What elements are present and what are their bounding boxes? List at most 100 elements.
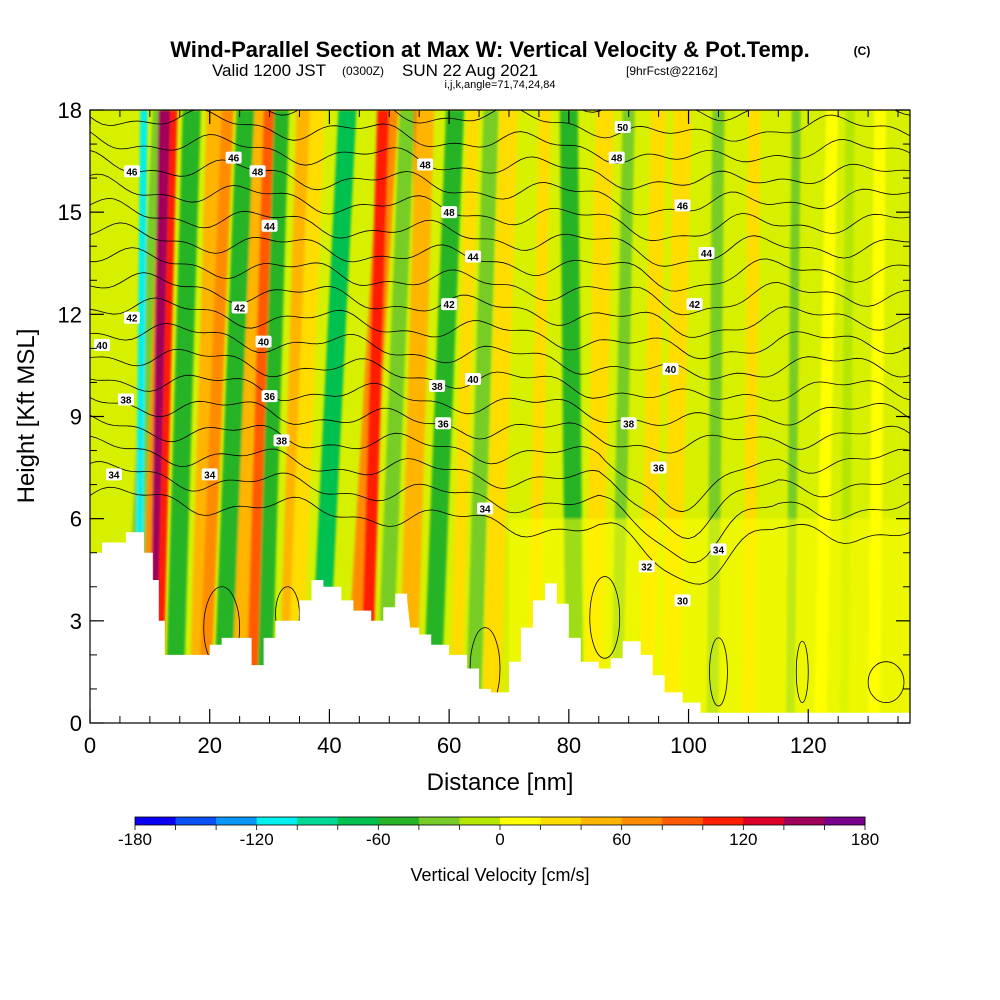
colorbar-label: Vertical Velocity [cm/s]: [410, 865, 589, 885]
contour-label: 42: [441, 298, 458, 311]
velocity-band: [398, 110, 435, 723]
contour-label-text: 36: [438, 419, 450, 430]
colorbar-tick-label: -120: [240, 830, 274, 849]
contour-label-text: 40: [258, 338, 270, 349]
contour-label-text: 32: [641, 562, 653, 573]
contour-label-box: [477, 502, 494, 515]
colorbar-swatch: [621, 817, 663, 825]
x-tick-label: 60: [437, 733, 461, 758]
contour-label: 40: [662, 362, 679, 376]
x-tick-label: 100: [670, 733, 707, 758]
y-tick-label: 9: [70, 405, 82, 430]
contour-label: 36: [650, 461, 667, 475]
x-axis: 0 20 40 60 80 100 120: [84, 110, 899, 758]
contour-label-text: 40: [468, 375, 480, 386]
contour-label-box: [261, 219, 278, 232]
colorbar-swatch: [540, 817, 582, 825]
y-tick-label: 18: [58, 98, 82, 123]
colorbar-swatch: [459, 817, 501, 825]
contour-label: 50: [614, 121, 631, 134]
colorbar-swatch: [216, 817, 258, 825]
contour-label-box: [249, 165, 266, 178]
velocity-band: [164, 110, 201, 723]
contour-label: 42: [686, 298, 703, 311]
contour-label: 40: [255, 335, 272, 349]
velocity-band: [308, 110, 357, 723]
colorbar-swatch: [662, 817, 704, 825]
closed-contour: [795, 640, 809, 703]
velocity-band: [449, 110, 480, 723]
isentrope-line: [90, 272, 910, 338]
contour-label-text: 42: [234, 304, 246, 315]
contour-label: 36: [261, 390, 278, 403]
contour-label-box: [698, 247, 715, 260]
contour-label-box: [686, 298, 703, 311]
contour-label-text: 44: [468, 252, 480, 263]
contour-label-text: 42: [444, 300, 456, 311]
contour-label-box: [662, 362, 679, 375]
contour-label-text: 42: [126, 314, 138, 325]
velocity-band: [359, 110, 390, 723]
x-axis-label: Distance [nm]: [427, 769, 574, 796]
contour-label-text: 40: [96, 341, 108, 352]
closed-contour: [589, 576, 621, 659]
isentrope-line: [90, 323, 910, 380]
contour-label: 30: [674, 594, 691, 607]
isentrope-line: [90, 110, 910, 165]
contour-labels: 46 46 48 44 48 48 50 48 46 44 44 42 42 42 42 40 40 40 40 38…: [93, 121, 727, 607]
contour-label-text: 46: [126, 167, 138, 178]
contour-label-box: [710, 543, 727, 556]
contour-label-text: 38: [623, 419, 635, 430]
contour-label: 46: [123, 165, 140, 178]
contour-label-text: 36: [653, 464, 665, 475]
contour-label: 44: [698, 247, 715, 260]
chart-title: Wind-Parallel Section at Max W: Vertical…: [170, 37, 810, 62]
contour-label-box: [417, 158, 434, 171]
contour-label-text: 34: [204, 470, 216, 481]
valid-time: Valid 1200 JST: [212, 61, 326, 80]
colorbar-swatch: [378, 817, 420, 825]
contour-label-text: 38: [432, 382, 444, 393]
colorbar-tick-label: 60: [612, 830, 631, 849]
y-tick-label: 0: [70, 711, 82, 736]
colorbar-tick-label: 0: [495, 830, 504, 849]
contour-label-box: [123, 165, 140, 178]
valid-date: SUN 22 Aug 2021: [402, 61, 538, 80]
velocity-band: [197, 110, 234, 723]
contour-label-box: [674, 594, 691, 607]
closed-contour: [709, 637, 728, 707]
contour-label-box: [614, 121, 631, 134]
isentrope-line: [90, 222, 910, 292]
contour-label-text: 34: [108, 470, 120, 481]
contour-label-box: [674, 199, 691, 212]
contour-label-box: [650, 461, 667, 474]
y-tick-label: 15: [58, 200, 82, 225]
contour-label: 44: [465, 250, 482, 263]
colorbar-swatch: [337, 817, 379, 825]
contour-label-text: 44: [264, 222, 276, 233]
x-tick-label: 20: [197, 733, 221, 758]
closed-contour: [867, 661, 905, 703]
contour-label: 48: [417, 158, 434, 171]
colorbar: [134, 816, 866, 830]
colorbar-swatch: [135, 817, 177, 825]
contour-label-box: [638, 560, 655, 573]
contour-label-text: 34: [713, 545, 725, 556]
grid-indices: i,j,k,angle=71,74,24,84: [444, 79, 555, 91]
pot-temp-contours: [90, 110, 910, 710]
contour-label: 40: [465, 373, 482, 386]
velocity-band: [375, 110, 415, 723]
contour-label: 34: [477, 502, 494, 515]
contour-label-text: 48: [611, 154, 623, 165]
contour-label-box: [261, 390, 278, 403]
contour-label: 38: [117, 393, 134, 406]
isentrope-line: [266, 110, 910, 142]
colorbar-swatch: [702, 817, 744, 825]
contour-label-box: [201, 468, 218, 481]
contour-label-box: [231, 301, 248, 314]
contour-label: 42: [231, 301, 248, 315]
contour-label-box: [435, 417, 452, 430]
contour-label-text: 48: [420, 160, 432, 171]
colorbar-tick-label: -60: [366, 830, 391, 849]
